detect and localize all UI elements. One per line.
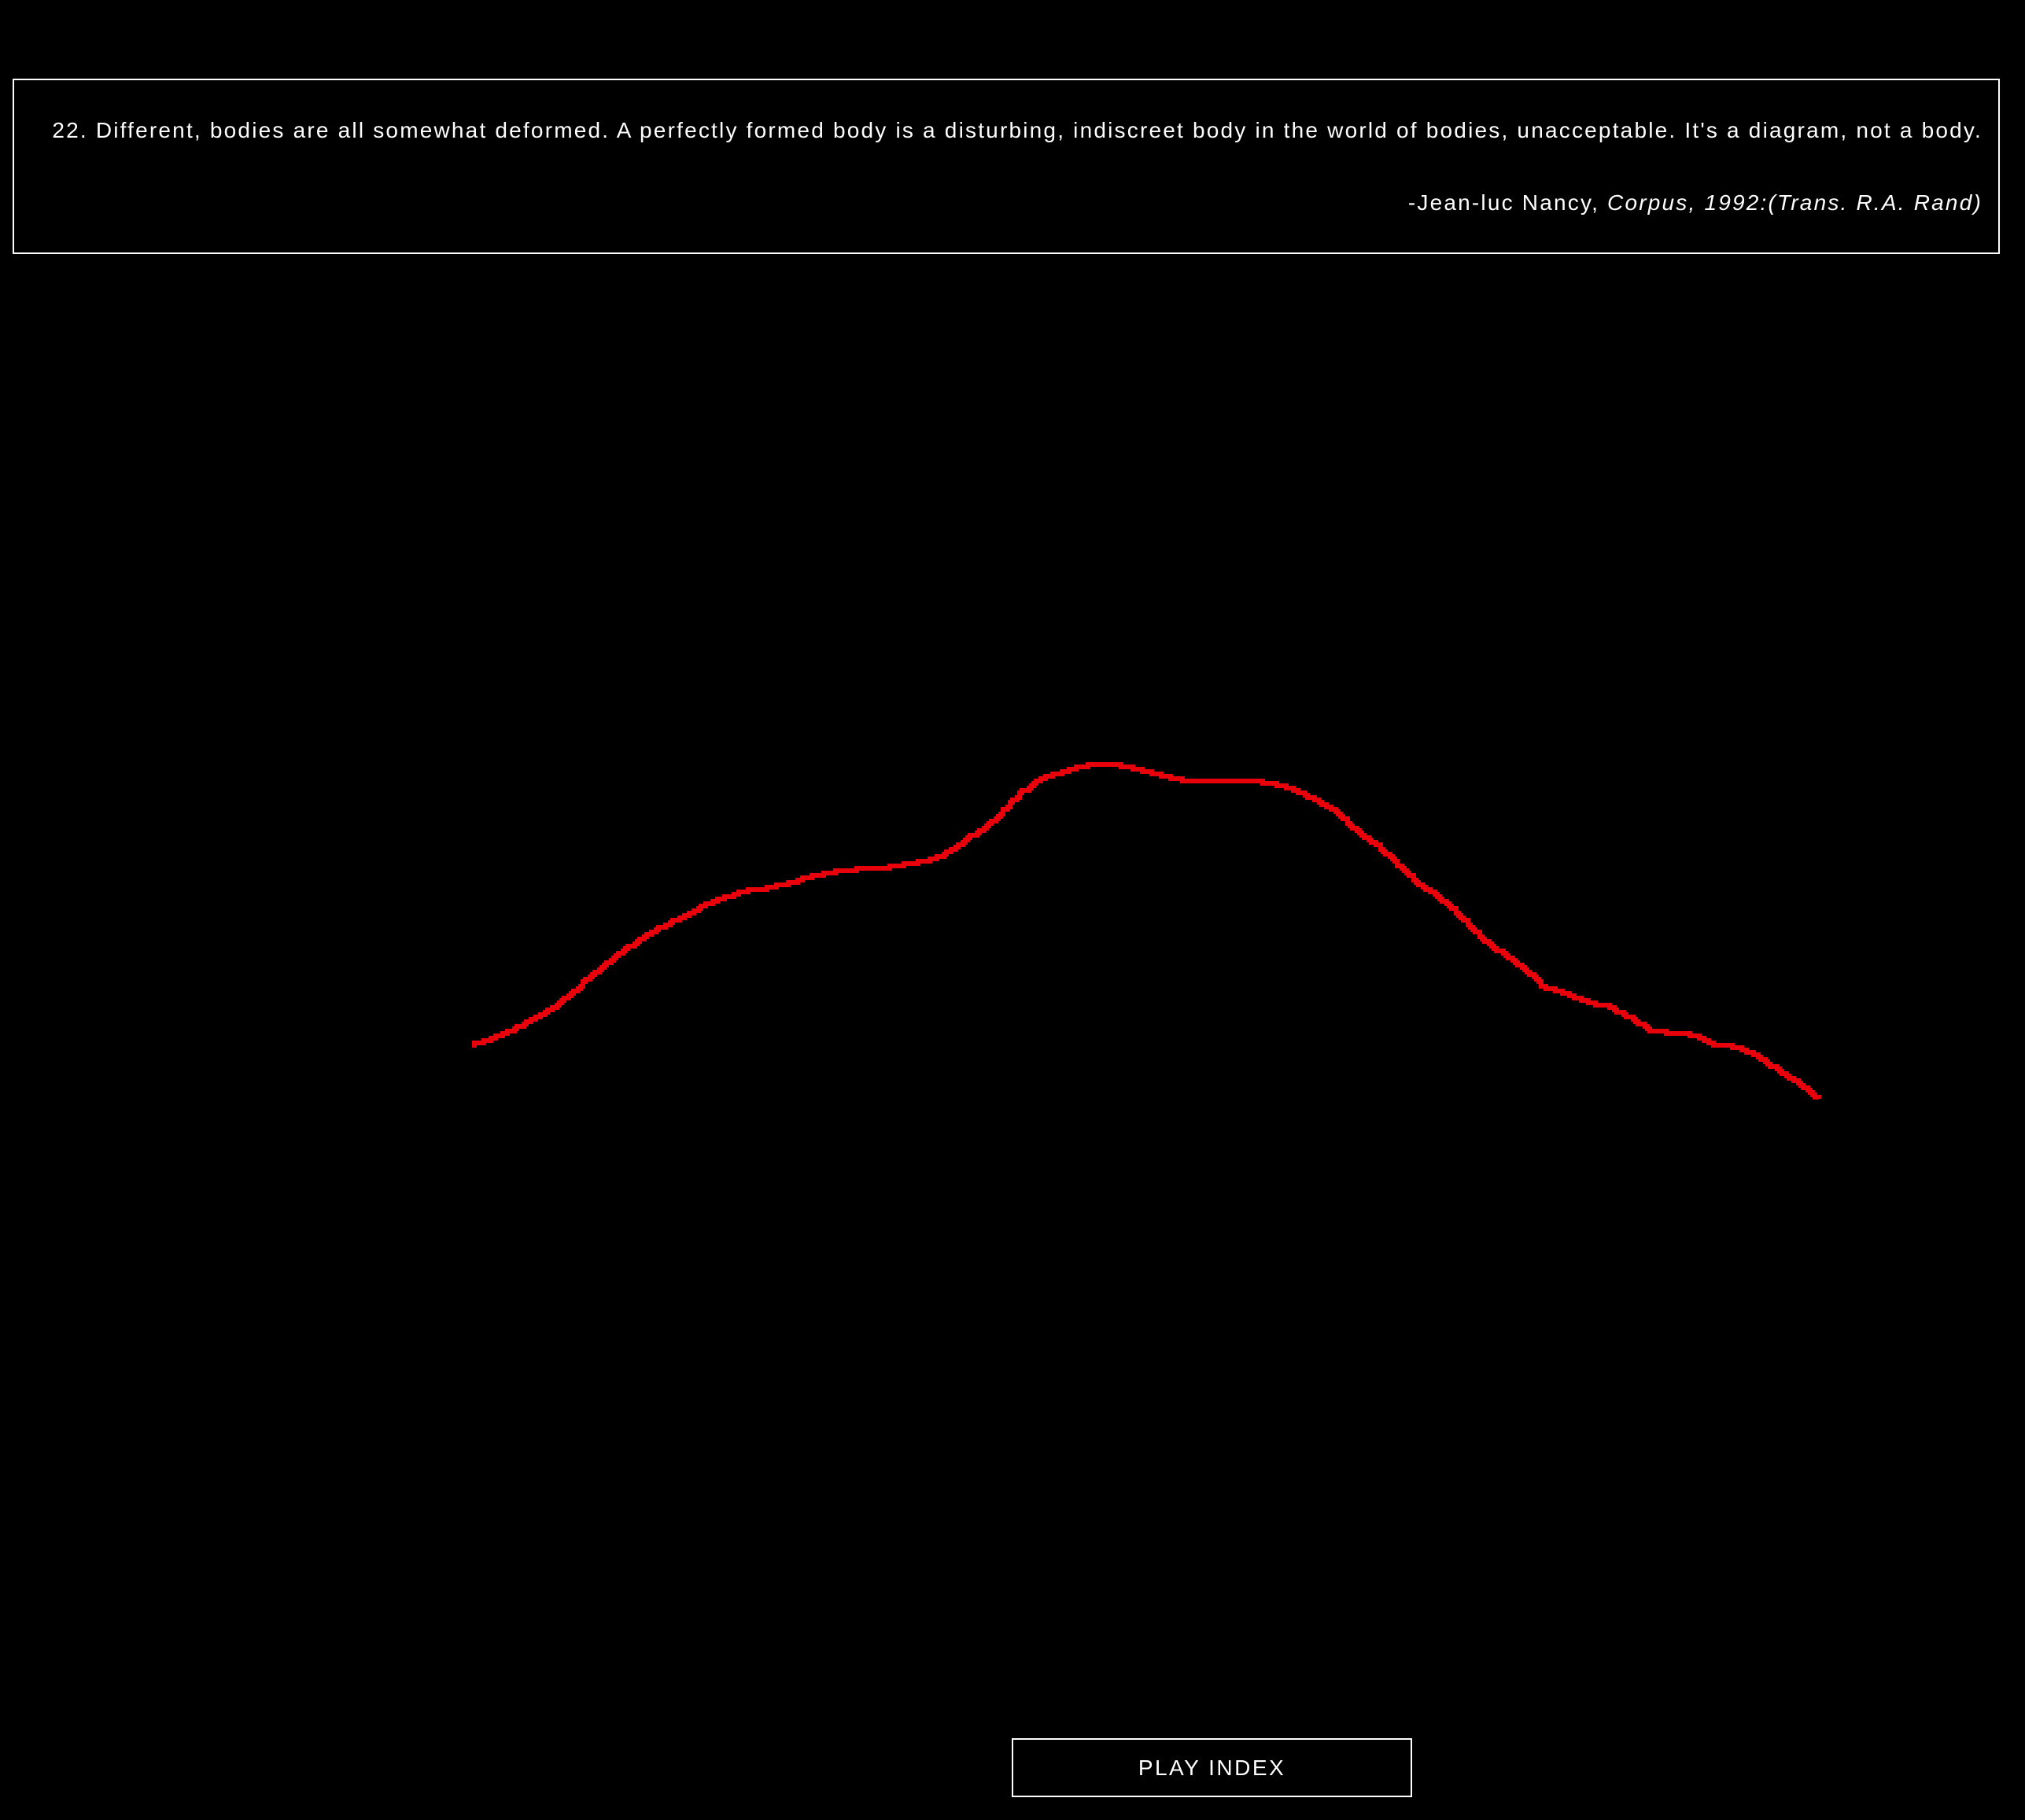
index-line <box>472 762 1821 1100</box>
play-index-button[interactable]: PLAY INDEX <box>1012 1738 1412 1797</box>
quote-attribution: -Jean-luc Nancy, Corpus, 1992:(Trans. R.… <box>1408 190 1983 216</box>
quote-text: 22. Different, bodies are all somewhat d… <box>52 118 1983 142</box>
quote-box: 22. Different, bodies are all somewhat d… <box>13 79 2000 254</box>
quote-source: Corpus, 1992:(Trans. R.A. Rand) <box>1607 190 1983 215</box>
quote-author: -Jean-luc Nancy, <box>1407 190 1608 215</box>
